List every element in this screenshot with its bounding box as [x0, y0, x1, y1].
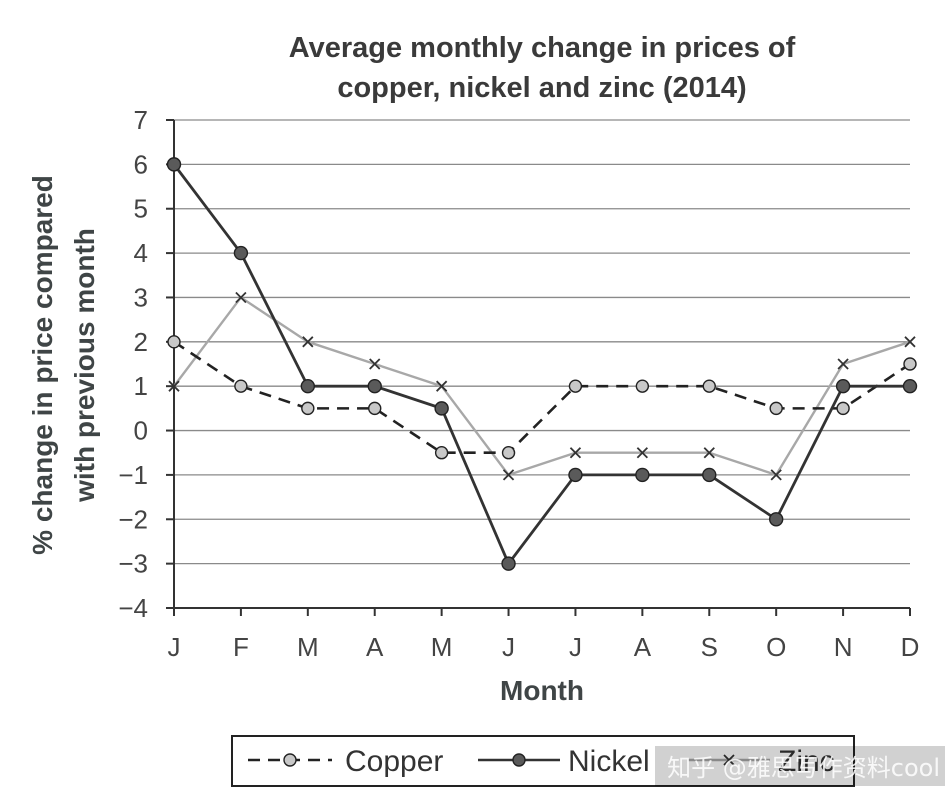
x-axis-label: Month [500, 675, 584, 706]
x-tick-label: J [168, 632, 181, 662]
legend-marker-copper [283, 753, 297, 767]
legend-label-nickel: Nickel [568, 745, 650, 778]
copper-point [434, 446, 449, 460]
legend: Copper Nickel Zinc [231, 735, 855, 787]
x-tick-label: S [701, 632, 718, 662]
y-tick-label: −2 [118, 504, 148, 534]
copper-point [368, 401, 382, 416]
zinc-point [502, 469, 515, 481]
watermark-text: 知乎 @雅思写作资料cool [667, 754, 940, 782]
nickel-point [434, 401, 449, 416]
watermark: 知乎 @雅思写作资料cool [655, 746, 945, 786]
zinc-point [569, 447, 582, 459]
y-tick-label: 2 [134, 327, 148, 357]
copper-point [769, 401, 783, 416]
x-tick-label: M [297, 632, 319, 662]
grid-lines [166, 119, 911, 616]
zinc-line [173, 296, 911, 477]
nickel-point [902, 378, 918, 394]
zinc-point [837, 358, 849, 370]
copper-point [234, 379, 248, 393]
y-tick-label: 3 [134, 282, 148, 312]
zinc-point [636, 447, 649, 459]
x-tick-label: O [766, 632, 786, 662]
y-tick-label: 4 [134, 238, 148, 268]
x-tick-label: N [834, 632, 853, 662]
copper-point [903, 357, 917, 371]
y-tick-label: 6 [134, 149, 148, 179]
x-tick-label: A [366, 632, 384, 662]
nickel-line [172, 163, 910, 566]
nickel-point [166, 157, 182, 172]
chart-title-line-2: copper, nickel and zinc (2014) [337, 72, 746, 104]
legend-item-zinc: Zinc [688, 745, 835, 778]
legend-item-nickel: Nickel [478, 745, 650, 778]
zinc-point [168, 380, 180, 392]
legend-label-zinc: Zinc [778, 745, 835, 778]
zinc-point [369, 358, 381, 370]
nickel-point [635, 467, 650, 483]
nickel-point [702, 467, 717, 483]
y-tick-label: 7 [134, 105, 148, 135]
x-tick-label: M [431, 632, 453, 662]
nickel-point [568, 467, 583, 483]
nickel-point [835, 378, 851, 394]
zinc-point [235, 291, 247, 304]
copper-point [702, 379, 716, 393]
y-tick-label: −1 [118, 460, 148, 490]
y-axis-label-line-1: % change in price compared [27, 175, 58, 555]
x-tick-label: D [901, 632, 920, 662]
nickel-point [501, 556, 516, 571]
copper-point [501, 446, 516, 460]
nickel-point [367, 378, 382, 394]
y-tick-label: 5 [134, 194, 148, 224]
nickel-point [233, 245, 249, 261]
y-tick-label: −3 [118, 549, 148, 579]
x-tick-label: F [233, 632, 249, 662]
x-tick-label: A [634, 632, 652, 662]
y-tick-label: −4 [118, 593, 148, 623]
series-group [166, 157, 918, 571]
x-tick-label: J [502, 632, 515, 662]
copper-point [167, 335, 181, 349]
zinc-point [703, 447, 715, 459]
y-tick-labels: 7 6 5 4 3 2 1 0 −1 −2 −3 −4 [118, 105, 148, 623]
y-axis-label: % change in price compared with previous… [27, 175, 100, 555]
y-axis-label-line-2: with previous month [69, 228, 100, 503]
zinc-point [435, 380, 448, 392]
nickel-point [768, 512, 784, 527]
copper-point [568, 379, 583, 393]
copper-point [836, 401, 850, 416]
legend-label-copper: Copper [345, 745, 443, 778]
legend-marker-nickel [512, 753, 526, 767]
y-tick-label: 1 [134, 371, 148, 401]
zinc-point [770, 469, 782, 481]
zinc-point [904, 336, 916, 348]
x-tick-label: J [569, 632, 582, 662]
legend-item-copper: Copper [248, 745, 443, 778]
watermark-shade [655, 746, 945, 786]
chart-title-line-1: Average monthly change in prices of [289, 32, 796, 64]
zinc-point [302, 336, 314, 348]
nickel-point [300, 378, 316, 394]
copper-point [635, 379, 650, 393]
copper-point [301, 401, 315, 416]
y-tick-label: 0 [134, 416, 148, 446]
